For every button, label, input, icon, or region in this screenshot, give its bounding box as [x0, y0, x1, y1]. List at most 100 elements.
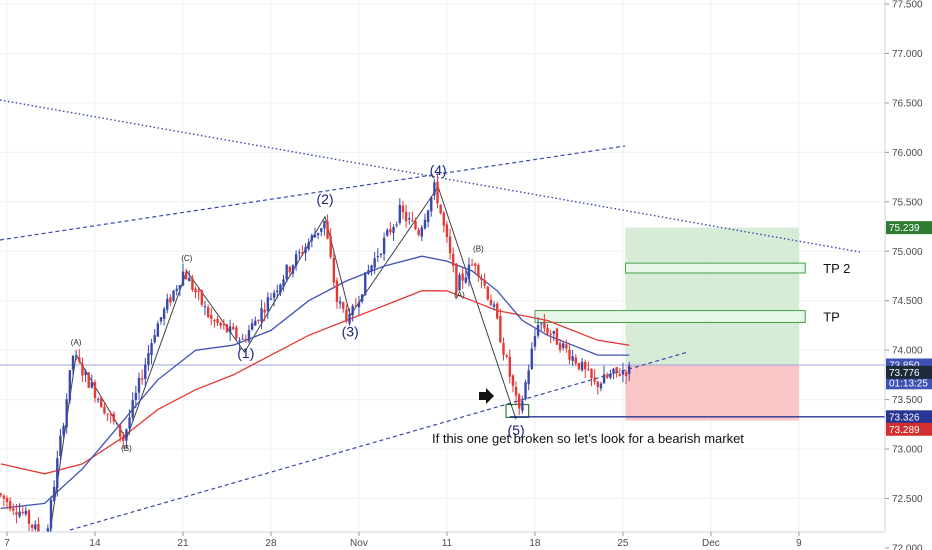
- candle: [137, 372, 141, 400]
- candle-body: [511, 375, 515, 386]
- candle: [364, 272, 367, 296]
- candle-body: [112, 413, 116, 422]
- candle-body: [74, 355, 78, 357]
- candle: [521, 395, 524, 414]
- time-axis[interactable]: 7 14 21 28 Nov 11 18 25 Dec 9: [0, 531, 885, 550]
- candle: [370, 264, 373, 276]
- candle-body: [373, 258, 376, 268]
- candle-body: [382, 237, 386, 254]
- price-badge: 75.239: [886, 221, 932, 235]
- candle: [398, 198, 402, 225]
- time-tick-label: Nov: [350, 538, 368, 549]
- candle: [27, 509, 31, 531]
- candle: [599, 381, 603, 392]
- candle-body: [448, 236, 452, 254]
- candle: [445, 221, 449, 243]
- candle: [458, 272, 461, 291]
- price-badge-label: 73.776: [889, 368, 920, 379]
- candle-body: [521, 400, 524, 411]
- candle-body: [294, 254, 298, 267]
- candle-body: [118, 424, 122, 437]
- candle-body: [232, 326, 235, 330]
- candle: [307, 238, 310, 252]
- candle-body: [398, 204, 402, 223]
- candle: [241, 333, 244, 340]
- price-tick-label: 72.500: [892, 494, 923, 505]
- candle: [499, 308, 502, 343]
- candle: [360, 294, 364, 304]
- price-axis-bg: [885, 0, 932, 550]
- candle-body: [269, 298, 273, 300]
- candle: [615, 366, 618, 378]
- candle: [332, 249, 336, 289]
- candle-body: [103, 406, 106, 414]
- time-tick-label: 25: [617, 538, 629, 549]
- candle-body: [408, 218, 411, 220]
- candle: [52, 480, 56, 503]
- candle-body: [147, 352, 150, 365]
- candle-body: [222, 323, 226, 326]
- chart-overlays: If this one get broken so let’s look for…: [432, 388, 744, 446]
- candle-body: [386, 229, 389, 236]
- candle: [49, 495, 53, 533]
- candle-body: [30, 524, 34, 528]
- time-tick-label: 21: [177, 538, 189, 549]
- candle: [194, 286, 197, 299]
- tp-zone: [534, 310, 806, 323]
- candle: [166, 293, 169, 314]
- candle: [342, 301, 345, 313]
- price-badge: 01:13:25: [886, 376, 932, 390]
- candle-body: [0, 493, 2, 496]
- candle-body: [24, 510, 28, 515]
- wave-label: (B): [473, 244, 484, 253]
- candle: [294, 250, 298, 271]
- candle-body: [455, 263, 458, 293]
- candle-body: [153, 335, 156, 343]
- candle-body: [486, 286, 490, 300]
- candle: [288, 265, 292, 275]
- price-axis[interactable]: 77.500 77.000 76.500 76.000 75.500 75.000 74.5…: [884, 0, 932, 550]
- price-badge: 73.326: [886, 410, 932, 424]
- candle: [106, 413, 109, 421]
- candle-body: [316, 232, 320, 236]
- candle: [461, 267, 464, 289]
- candle-body: [354, 305, 358, 307]
- wave-label: (A): [71, 338, 82, 347]
- candle: [511, 374, 515, 393]
- candle-body: [178, 285, 182, 290]
- candle: [492, 301, 496, 311]
- candle-body: [602, 374, 606, 384]
- time-tick-label: 7: [4, 538, 10, 549]
- candle: [169, 294, 172, 307]
- candle-body: [474, 263, 477, 266]
- candle-body: [279, 284, 282, 294]
- candle: [285, 264, 288, 283]
- candle-body: [128, 417, 131, 429]
- candle-body: [257, 320, 260, 322]
- candle-body: [499, 316, 502, 343]
- candle-body: [122, 436, 125, 441]
- candle: [386, 227, 389, 238]
- candle: [442, 210, 446, 233]
- candle-body: [172, 290, 175, 301]
- candle: [618, 367, 621, 377]
- candle-body: [518, 394, 521, 409]
- candle-body: [628, 365, 631, 375]
- candle: [200, 289, 204, 307]
- candle-body: [470, 264, 474, 266]
- candle: [56, 450, 59, 497]
- candle-body: [574, 357, 577, 364]
- tp-label: TP 2: [823, 261, 850, 276]
- candle-body: [496, 303, 499, 319]
- candle-body: [15, 512, 18, 515]
- candle: [156, 320, 160, 337]
- candle: [565, 339, 568, 353]
- candle: [122, 432, 125, 449]
- candle-body: [219, 322, 222, 326]
- candle-body: [150, 343, 153, 356]
- candle-body: [329, 236, 332, 258]
- candle: [414, 217, 417, 231]
- candle: [574, 354, 577, 366]
